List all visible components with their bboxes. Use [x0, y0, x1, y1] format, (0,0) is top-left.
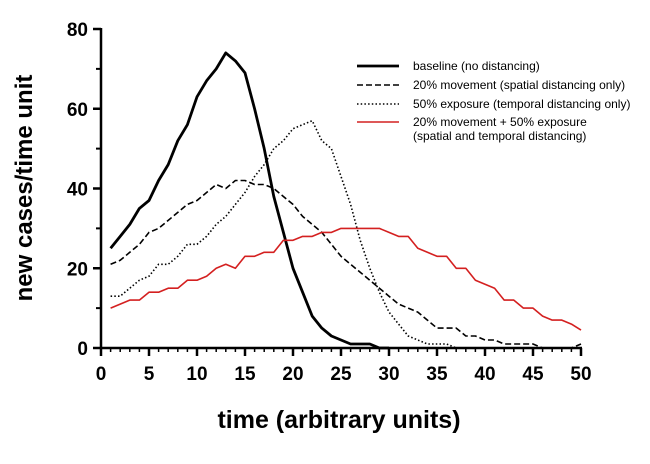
x-tick-label: 25 — [330, 364, 352, 385]
series-lines — [109, 51, 582, 350]
x-tick-label: 0 — [96, 364, 107, 385]
y-tick-label: 40 — [67, 180, 88, 201]
y-tick-label: 20 — [67, 259, 88, 280]
series-line-4 — [110, 227, 582, 331]
x-tick-label: 15 — [234, 364, 256, 385]
x-tick-label: 10 — [186, 364, 207, 385]
legend-label-4: (spatial and temporal distancing) — [413, 129, 586, 143]
tick-labels: 0 20 40 60 80 0 5 10 15 20 25 30 35 40 45 50 — [67, 20, 592, 385]
legend-label-3: 50% exposure (temporal distancing only) — [413, 97, 630, 111]
y-tick-label: 80 — [67, 20, 88, 41]
y-tick-label: 60 — [67, 100, 88, 121]
y-axis-title: new cases/time unit — [11, 75, 38, 302]
x-tick-label: 5 — [144, 364, 155, 385]
x-tick-label: 45 — [522, 364, 544, 385]
x-tick-label: 20 — [282, 364, 303, 385]
legend-label-1: baseline (no distancing) — [413, 59, 540, 73]
x-tick-label: 50 — [570, 364, 591, 385]
series-line-1 — [109, 51, 389, 350]
x-axis-title: time (arbitrary units) — [217, 406, 460, 434]
x-tick-label: 40 — [474, 364, 495, 385]
series-line-2 — [110, 179, 582, 349]
x-tick-label: 35 — [426, 364, 448, 385]
legend-label-4: 20% movement + 50% exposure — [413, 115, 587, 129]
y-tick-label: 0 — [77, 339, 88, 360]
series-line-3 — [110, 119, 485, 349]
x-tick-label: 30 — [378, 364, 399, 385]
legend: baseline (no distancing) 20% movement (sp… — [357, 59, 630, 143]
legend-label-2: 20% movement (spatial distancing only) — [413, 78, 625, 92]
